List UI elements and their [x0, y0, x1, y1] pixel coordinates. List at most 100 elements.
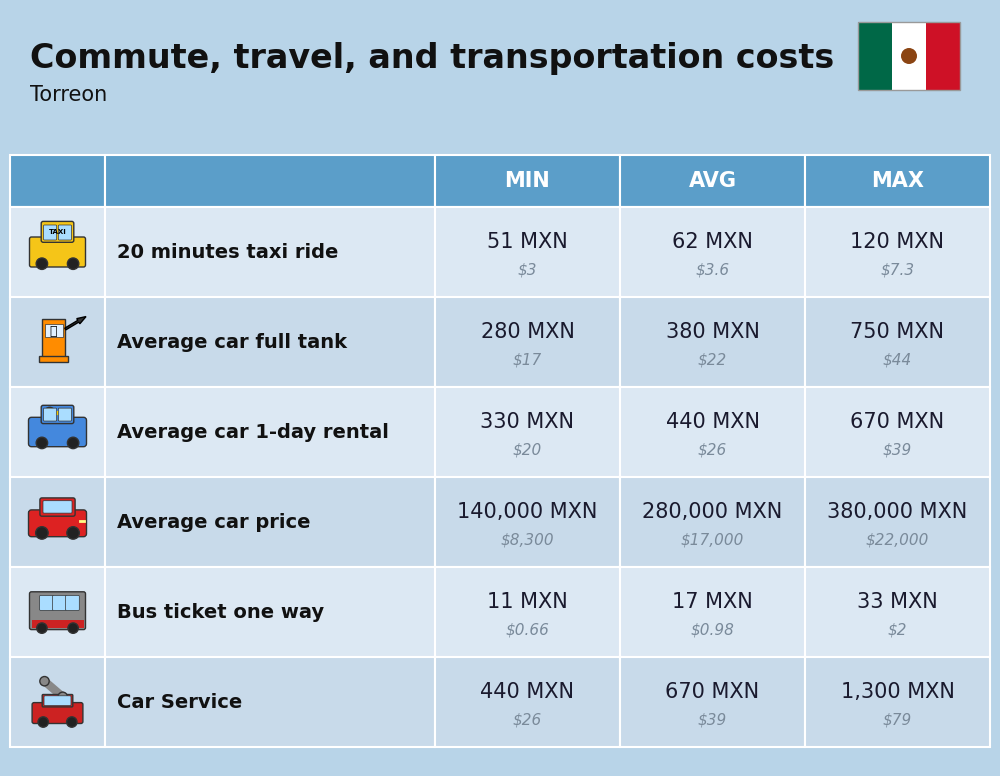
Circle shape	[37, 623, 47, 633]
Text: 380 MXN: 380 MXN	[666, 322, 759, 342]
Text: MIN: MIN	[505, 171, 550, 191]
Text: 62 MXN: 62 MXN	[672, 232, 753, 252]
FancyBboxPatch shape	[58, 225, 72, 240]
Text: Average car 1-day rental: Average car 1-day rental	[117, 422, 389, 442]
Text: 750 MXN: 750 MXN	[850, 322, 944, 342]
Circle shape	[36, 437, 48, 449]
Text: $17: $17	[513, 352, 542, 368]
Text: $26: $26	[513, 712, 542, 728]
Bar	[805, 657, 990, 747]
FancyBboxPatch shape	[28, 417, 87, 447]
Bar	[105, 207, 435, 297]
Text: Average car full tank: Average car full tank	[117, 332, 347, 352]
Circle shape	[44, 407, 55, 417]
Circle shape	[67, 527, 79, 539]
Text: AVG: AVG	[688, 171, 736, 191]
Bar	[32, 620, 84, 628]
Bar	[105, 657, 435, 747]
Text: $2: $2	[888, 622, 907, 638]
Circle shape	[901, 48, 917, 64]
FancyBboxPatch shape	[41, 221, 74, 242]
Circle shape	[67, 258, 79, 269]
Bar	[620, 657, 805, 747]
Text: $26: $26	[698, 442, 727, 458]
Text: $39: $39	[698, 712, 727, 728]
FancyBboxPatch shape	[30, 237, 86, 267]
Bar	[105, 387, 435, 477]
Text: 380,000 MXN: 380,000 MXN	[827, 502, 968, 522]
Bar	[858, 22, 892, 90]
Bar	[105, 477, 435, 567]
Bar	[926, 22, 960, 90]
Bar	[805, 297, 990, 387]
Text: 280,000 MXN: 280,000 MXN	[642, 502, 783, 522]
Bar	[10, 155, 105, 207]
FancyBboxPatch shape	[44, 408, 57, 421]
Bar	[44, 324, 63, 337]
FancyBboxPatch shape	[53, 595, 66, 611]
Text: $44: $44	[883, 352, 912, 368]
Text: Average car price: Average car price	[117, 512, 310, 532]
Bar	[620, 207, 805, 297]
Bar	[105, 297, 435, 387]
Text: 280 MXN: 280 MXN	[481, 322, 574, 342]
FancyArrow shape	[65, 317, 86, 330]
Text: 440 MXN: 440 MXN	[480, 682, 574, 702]
Bar	[620, 155, 805, 207]
Text: $20: $20	[513, 442, 542, 458]
Text: 1,300 MXN: 1,300 MXN	[841, 682, 954, 702]
Bar	[42, 319, 65, 358]
Text: 20 minutes taxi ride: 20 minutes taxi ride	[117, 242, 338, 262]
Bar	[10, 207, 105, 297]
Text: 330 MXN: 330 MXN	[480, 412, 574, 432]
Text: $17,000: $17,000	[681, 532, 744, 548]
Bar	[435, 155, 620, 207]
Bar	[620, 297, 805, 387]
Text: 17 MXN: 17 MXN	[672, 592, 753, 612]
Text: Commute, travel, and transportation costs: Commute, travel, and transportation cost…	[30, 42, 834, 75]
FancyBboxPatch shape	[40, 595, 53, 611]
Text: $0.66: $0.66	[506, 622, 549, 638]
Text: 💧: 💧	[50, 324, 57, 338]
Circle shape	[38, 717, 48, 727]
FancyBboxPatch shape	[32, 702, 83, 723]
Text: 670 MXN: 670 MXN	[850, 412, 945, 432]
Bar	[620, 477, 805, 567]
Text: $8,300: $8,300	[501, 532, 554, 548]
Bar	[435, 567, 620, 657]
Bar	[105, 155, 435, 207]
FancyBboxPatch shape	[30, 592, 86, 629]
Text: 670 MXN: 670 MXN	[665, 682, 760, 702]
FancyBboxPatch shape	[41, 405, 74, 424]
Bar	[805, 207, 990, 297]
Bar	[805, 477, 990, 567]
Text: 140,000 MXN: 140,000 MXN	[457, 502, 598, 522]
Bar	[435, 297, 620, 387]
Bar	[805, 387, 990, 477]
Text: 120 MXN: 120 MXN	[850, 232, 944, 252]
Bar	[435, 477, 620, 567]
Bar	[105, 567, 435, 657]
Bar	[39, 356, 68, 362]
Circle shape	[36, 258, 48, 269]
FancyBboxPatch shape	[44, 696, 71, 705]
Text: $79: $79	[883, 712, 912, 728]
Bar	[858, 22, 960, 90]
Bar	[435, 657, 620, 747]
FancyBboxPatch shape	[42, 695, 73, 707]
Bar	[10, 657, 105, 747]
Bar	[10, 387, 105, 477]
Bar	[10, 567, 105, 657]
Bar	[10, 477, 105, 567]
Circle shape	[67, 437, 79, 449]
Text: TAXI: TAXI	[49, 229, 66, 234]
Text: $22,000: $22,000	[866, 532, 929, 548]
Text: $39: $39	[883, 442, 912, 458]
FancyBboxPatch shape	[40, 498, 75, 516]
Circle shape	[68, 623, 78, 633]
Bar	[805, 567, 990, 657]
Bar	[805, 155, 990, 207]
Text: 33 MXN: 33 MXN	[857, 592, 938, 612]
Text: $22: $22	[698, 352, 727, 368]
Text: $3: $3	[518, 262, 537, 278]
